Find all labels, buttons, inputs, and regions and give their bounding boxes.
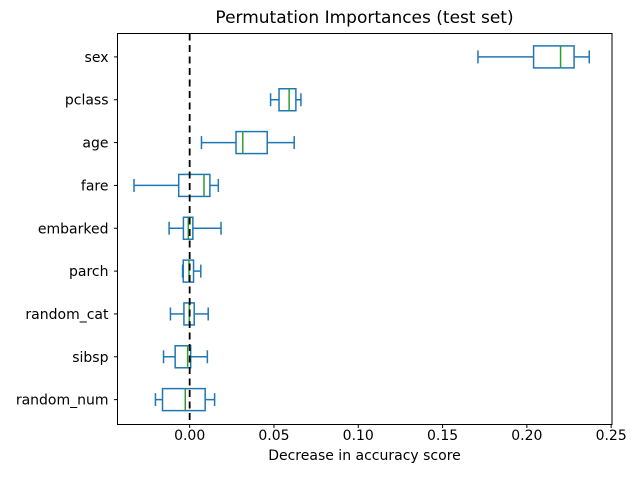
- y-tick-label-fare: fare: [81, 178, 109, 194]
- y-tick-label-sibsp: sibsp: [72, 350, 108, 366]
- y-tick-label-pclass: pclass: [65, 93, 109, 109]
- y-tick-label-sex: sex: [85, 50, 109, 66]
- box-age: [235, 130, 268, 155]
- chart-title: Permutation Importances (test set): [215, 8, 514, 28]
- box-random_num: [161, 387, 206, 412]
- box-fare: [177, 173, 211, 198]
- x-tick-label-0.15: 0.15: [427, 428, 458, 444]
- x-tick-label-0.25: 0.25: [596, 428, 627, 444]
- x-tick-label-0.20: 0.20: [511, 428, 542, 444]
- x-tick-label-0.05: 0.05: [258, 428, 289, 444]
- y-tick-label-embarked: embarked: [38, 221, 109, 237]
- plot-area: [117, 33, 612, 425]
- y-tick-label-random_cat: random_cat: [25, 307, 109, 323]
- x-tick-label-0.10: 0.10: [343, 428, 374, 444]
- y-tick-label-random_num: random_num: [16, 393, 109, 409]
- box-pclass: [278, 87, 297, 112]
- box-sibsp: [174, 345, 192, 369]
- x-tick-label-0.00: 0.00: [174, 428, 205, 444]
- axes-spines: [117, 33, 613, 425]
- x-axis-label: Decrease in accuracy score: [268, 448, 461, 464]
- y-tick-label-age: age: [82, 136, 108, 152]
- box-sex: [532, 45, 575, 69]
- y-tick-label-parch: parch: [69, 264, 108, 280]
